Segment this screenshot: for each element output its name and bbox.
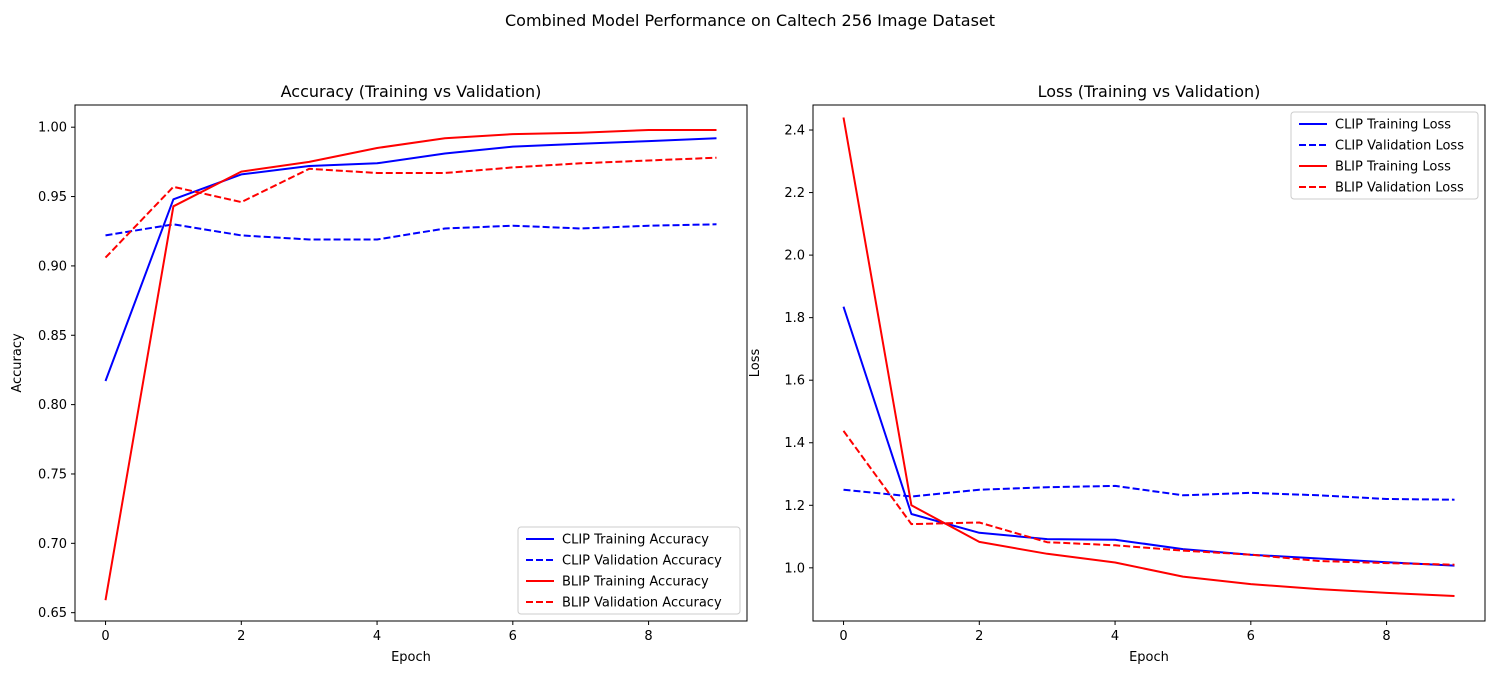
- legend-label-3: BLIP Training Accuracy: [562, 575, 709, 590]
- x-axis-label: Epoch: [391, 650, 431, 665]
- legend-box: [517, 526, 741, 615]
- y-tick-label: 1.00: [38, 121, 67, 136]
- x-tick-label: 6: [1247, 629, 1255, 644]
- y-tick-label: 0.65: [38, 606, 67, 621]
- y-axis-label: Accuracy: [10, 333, 25, 393]
- legend-label-2: CLIP Validation Accuracy: [562, 554, 722, 569]
- legend-label-4: BLIP Validation Loss: [1335, 181, 1464, 196]
- y-tick-label: 2.2: [784, 186, 805, 201]
- x-tick-label: 6: [509, 629, 517, 644]
- y-axis-label: Loss: [748, 349, 763, 378]
- legend-label-3: BLIP Training Loss: [1335, 160, 1451, 175]
- legend-box: [1290, 111, 1479, 200]
- y-tick-label: 2.0: [784, 249, 805, 264]
- plot-frame: [74, 104, 748, 622]
- y-tick-label: 1.2: [784, 499, 805, 514]
- chart-title: Loss (Training vs Validation): [1038, 82, 1261, 101]
- y-tick-label: 1.8: [784, 311, 805, 326]
- series-line-3: [104, 129, 717, 601]
- series-line-1: [842, 306, 1455, 567]
- legend-label-1: CLIP Training Accuracy: [562, 533, 709, 548]
- x-tick-label: 0: [839, 629, 847, 644]
- x-tick-label: 8: [1382, 629, 1390, 644]
- y-tick-label: 0.85: [38, 329, 67, 344]
- series-line-1: [104, 137, 717, 382]
- y-tick-label: 0.90: [38, 259, 67, 274]
- series-line-4: [842, 430, 1455, 566]
- y-tick-label: 2.4: [784, 124, 805, 139]
- series-line-2: [105, 223, 717, 241]
- legend-label-1: CLIP Training Loss: [1335, 118, 1451, 133]
- chart-title: Accuracy (Training vs Validation): [281, 82, 542, 101]
- x-tick-label: 0: [101, 629, 109, 644]
- x-tick-label: 4: [373, 629, 381, 644]
- y-tick-label: 0.70: [38, 537, 67, 552]
- y-tick-label: 0.95: [38, 190, 67, 205]
- x-tick-label: 2: [975, 629, 983, 644]
- legend: CLIP Training Loss CLIP Validation Loss BL…: [1290, 111, 1479, 200]
- y-tick-label: 0.75: [38, 467, 67, 482]
- series-line-4: [104, 156, 717, 259]
- x-tick-label: 8: [644, 629, 652, 644]
- legend-label-4: BLIP Validation Accuracy: [562, 596, 722, 611]
- plot-frame: [812, 104, 1486, 622]
- series-line-3: [842, 117, 1455, 597]
- y-tick-label: 1.6: [784, 374, 805, 389]
- figure-title: Combined Model Performance on Caltech 25…: [504, 11, 996, 30]
- legend-label-2: CLIP Validation Loss: [1335, 139, 1464, 154]
- y-tick-label: 1.4: [784, 436, 805, 451]
- x-axis-label: Epoch: [1129, 650, 1169, 665]
- y-tick-label: 0.80: [38, 398, 67, 413]
- legend: CLIP Training Accuracy CLIP Validation Ac…: [517, 526, 741, 615]
- x-tick-label: 4: [1111, 629, 1119, 644]
- y-tick-label: 1.0: [784, 561, 805, 576]
- series-line-2: [843, 484, 1455, 501]
- x-tick-label: 2: [237, 629, 245, 644]
